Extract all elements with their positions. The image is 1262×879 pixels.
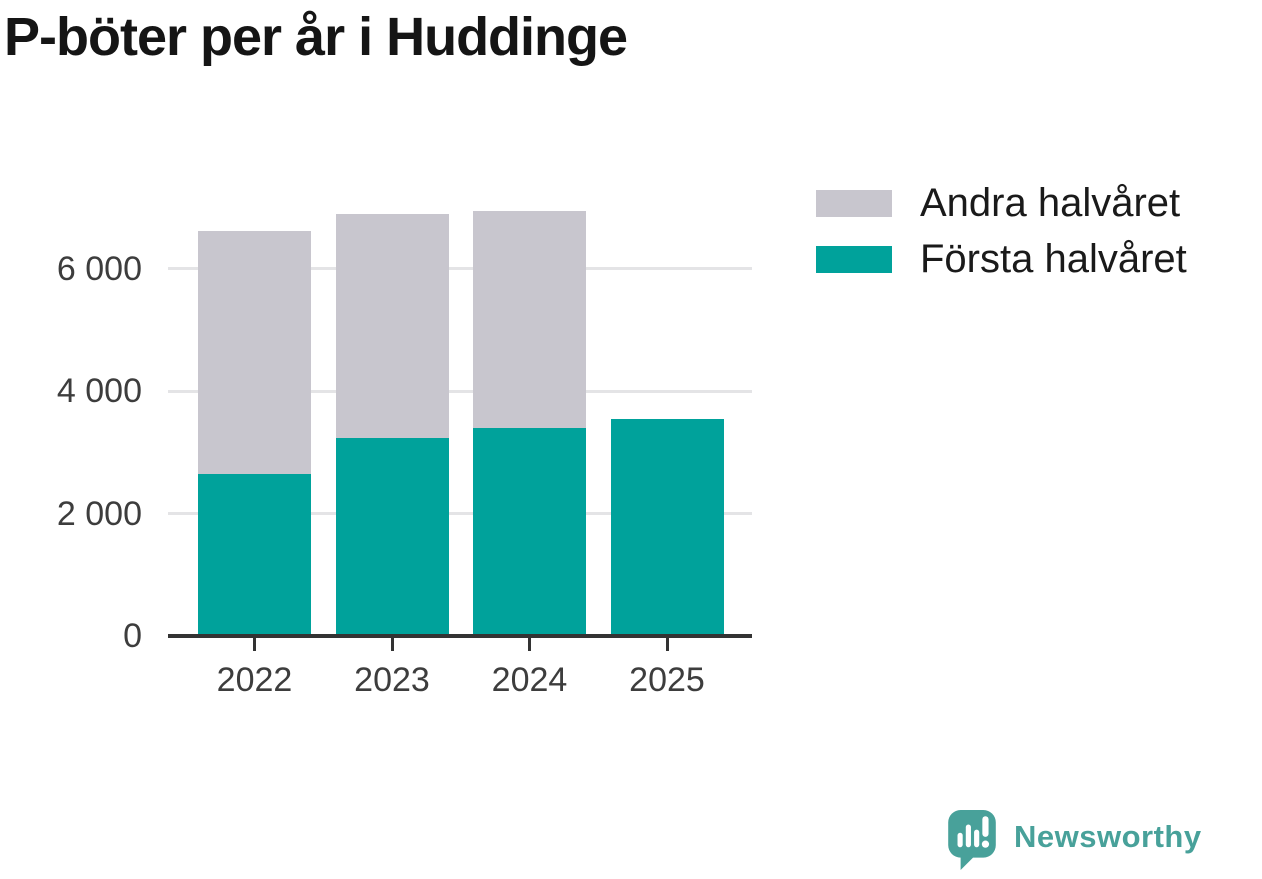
bar-2024-andra-halvaret [473,210,586,429]
legend-swatch-andra-halvaret [816,189,892,217]
x-axis-label-2022: 2022 [216,661,293,699]
bar-2024-forsta-halvaret [473,428,586,636]
y-axis-tick-label: 0 [123,617,142,655]
bar-2023-andra-halvaret [335,213,449,438]
gridline-6000 [168,267,752,270]
x-axis-tick-2025 [665,637,669,651]
x-axis-tick-2024 [528,637,531,651]
x-axis-label-2023: 2023 [354,661,430,699]
bar-2025-forsta-halvaret [610,419,724,636]
y-axis-tick-label: 6 000 [56,249,142,288]
legend-label-forsta-halvaret: Första halvåret [920,236,1187,281]
newsworthy-logo: Newsworthy [948,810,1202,870]
legend-label-andra-halvaret: Andra halvåret [920,180,1181,225]
y-axis-tick-label: 4 000 [56,372,142,410]
gridline-2000 [168,512,752,515]
legend-swatch-forsta-halvaret [816,245,892,273]
legend-item-forsta-halvaret: Första halvåret [816,233,1187,285]
bar-2023-forsta-halvaret [335,437,449,636]
legend-item-andra-halvaret: Andra halvåret [816,177,1180,229]
x-axis-tick-2023 [390,637,394,651]
x-axis-label-2025: 2025 [629,661,705,699]
gridline-4000 [168,389,752,393]
newsworthy-wordmark: Newsworthy [1014,819,1202,854]
bar-2022-andra-halvaret [198,231,311,474]
chart-title: P-böter per år i Huddinge [4,7,628,67]
x-axis-label-2024: 2024 [491,661,568,699]
x-axis-line [168,634,752,638]
bar-chart-speech-bubble-icon [948,810,996,870]
y-axis-tick-label: 2 000 [56,494,142,533]
bar-2022-forsta-halvaret [198,473,311,636]
x-axis-tick-2022 [253,637,256,651]
